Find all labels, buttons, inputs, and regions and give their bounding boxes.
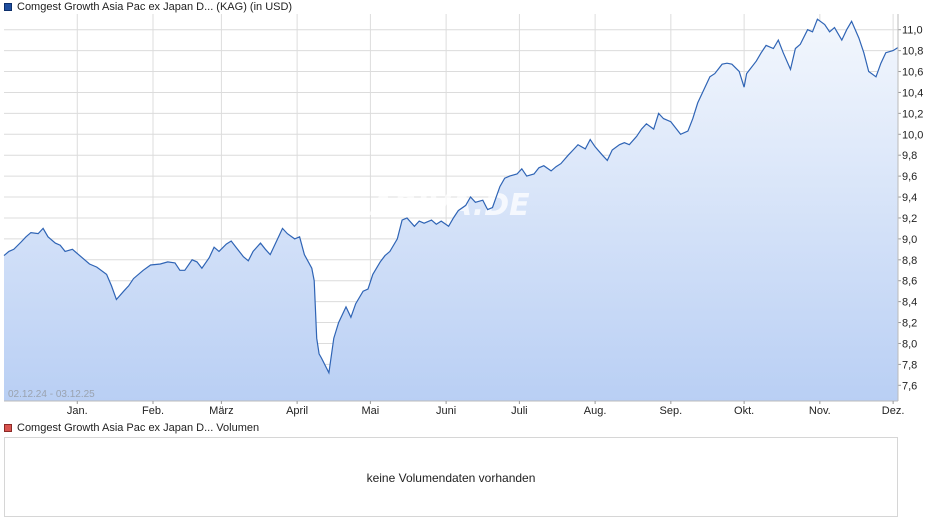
x-axis: Jan. Feb. März April Mai Juni Juli Aug. Sep. Okt.… — [67, 401, 905, 417]
price-legend: Comgest Growth Asia Pac ex Japan D... (K… — [4, 0, 292, 14]
price-legend-label: Comgest Growth Asia Pac ex Japan D... (K… — [17, 1, 293, 13]
x-tick-label: Jan. — [67, 405, 88, 417]
price-line — [3, 18, 899, 375]
y-tick-label: 10,8 — [902, 46, 923, 58]
y-axis: 7,6 7,8 8,0 8,2 8,4 8,6 8,8 9,0 9,2 9,4 9,6 9,8 10,0… — [897, 14, 923, 401]
y-tick-label: 7,8 — [902, 359, 917, 371]
x-tick-label: Mai — [362, 405, 380, 417]
price-chart[interactable]: ARIVA.DE 7,6 7,8 8,0 8,2 8,4 8,6 8,8 9,0 9,2 9,4 9… — [0, 0, 940, 418]
y-tick-label: 8,6 — [902, 276, 917, 288]
y-tick-label: 8,4 — [902, 297, 917, 309]
y-tick-label: 9,2 — [902, 213, 917, 225]
y-tick-label: 9,6 — [902, 171, 917, 183]
y-tick-label: 8,8 — [902, 255, 917, 267]
x-tick-label: Juli — [511, 405, 528, 417]
y-tick-label: 9,4 — [902, 192, 917, 204]
y-tick-label: 10,4 — [902, 87, 923, 99]
volume-series-swatch — [4, 424, 12, 432]
x-tick-label: Nov. — [809, 405, 831, 417]
x-tick-label: Sep. — [660, 405, 683, 417]
x-tick-label: Feb. — [142, 405, 164, 417]
x-tick-label: Juni — [436, 405, 456, 417]
watermark-logo: ARIVA.DE — [368, 188, 530, 223]
no-volume-data-message: keine Volumendaten vorhanden — [366, 471, 536, 485]
y-tick-label: 10,0 — [902, 129, 923, 141]
y-tick-label: 10,6 — [902, 67, 923, 79]
x-tick-label: Okt. — [734, 405, 754, 417]
volume-legend: Comgest Growth Asia Pac ex Japan D... Vo… — [4, 421, 259, 435]
x-tick-label: Dez. — [882, 405, 905, 417]
volume-legend-label: Comgest Growth Asia Pac ex Japan D... Vo… — [17, 422, 260, 434]
y-tick-label: 8,0 — [902, 338, 917, 350]
x-tick-label: Aug. — [584, 405, 607, 417]
y-tick-label: 9,8 — [902, 150, 917, 162]
y-tick-label: 9,0 — [902, 234, 917, 246]
y-tick-label: 8,2 — [902, 318, 917, 330]
volume-chart: keine Volumendaten vorhanden — [4, 437, 898, 517]
price-area — [4, 19, 898, 401]
price-series-swatch — [4, 3, 12, 11]
y-tick-label: 11,0 — [902, 25, 923, 37]
x-tick-label: März — [209, 405, 233, 417]
y-tick-label: 10,2 — [902, 108, 923, 120]
y-tick-label: 7,6 — [902, 380, 917, 392]
date-range-label: 02.12.24 - 03.12.25 — [8, 389, 95, 400]
x-tick-label: April — [286, 405, 308, 417]
